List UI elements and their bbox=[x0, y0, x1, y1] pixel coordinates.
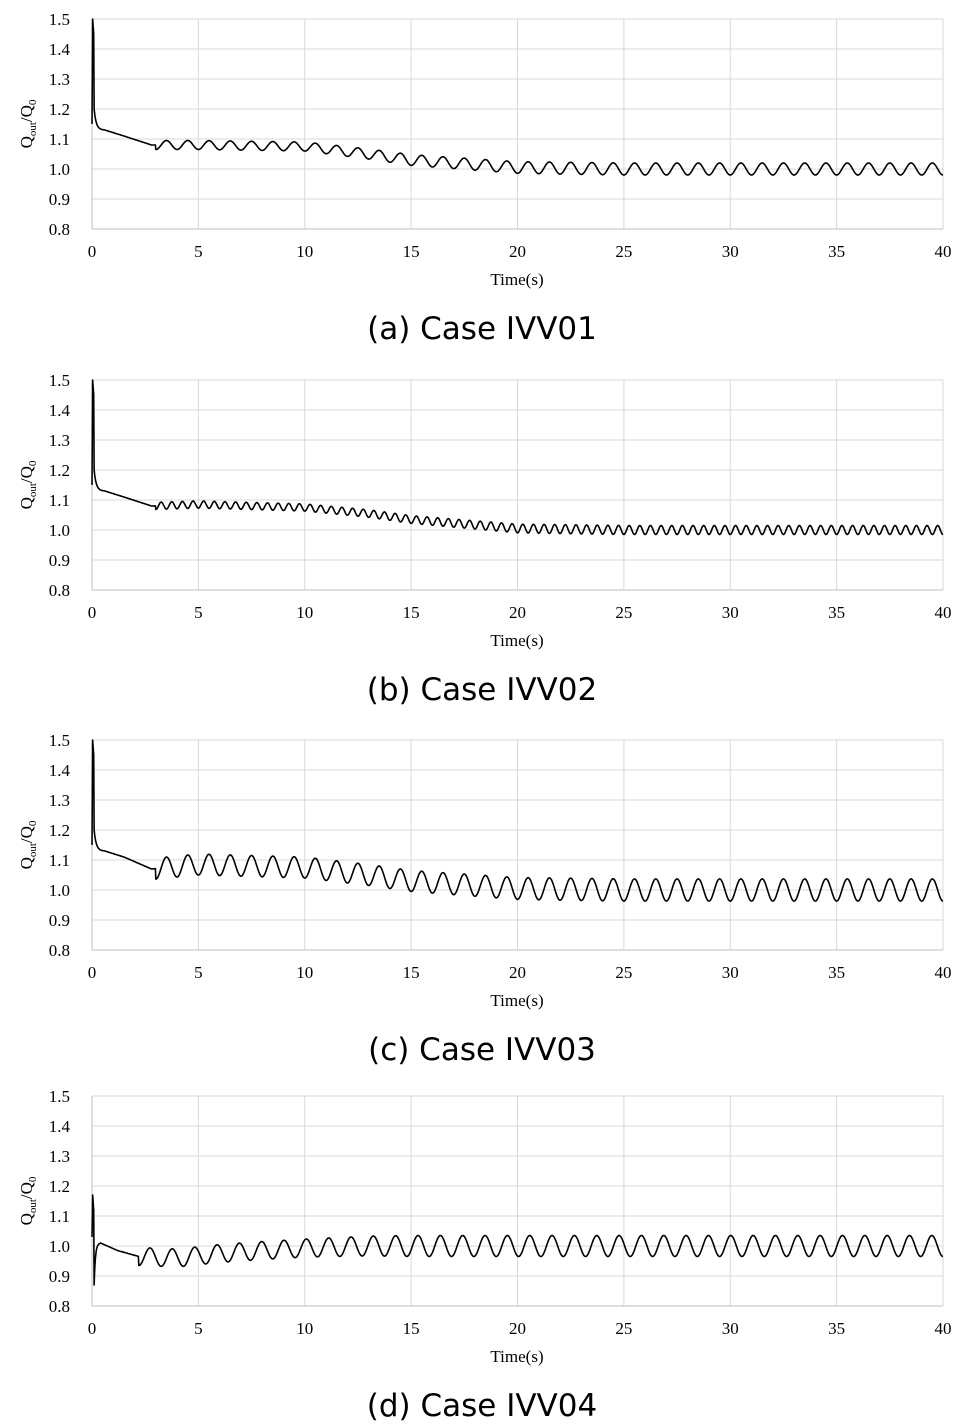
chart-panel: 0.8 0.9 1.0 1.1 1.2 1.3 1.4 1.5 0 5 10 15 20 25 30 35 40… bbox=[17, 731, 952, 1068]
x-tick-label: 30 bbox=[722, 1319, 739, 1338]
x-tick-label: 30 bbox=[722, 242, 739, 261]
y-tick-label: 1.4 bbox=[49, 40, 71, 59]
panel-caption: (a) Case IVV01 bbox=[367, 311, 597, 347]
y-tick-label: 1.1 bbox=[49, 491, 70, 510]
x-tick-label: 20 bbox=[509, 242, 526, 261]
y-tick-label: 1.5 bbox=[49, 731, 70, 750]
y-tick-label: 0.9 bbox=[49, 190, 70, 209]
chart-panel: 0.8 0.9 1.0 1.1 1.2 1.3 1.4 1.5 0 5 10 15 20 25 30 35 40… bbox=[17, 371, 952, 708]
x-tick-label: 0 bbox=[88, 603, 97, 622]
x-tick-label: 0 bbox=[88, 242, 97, 261]
y-tick-label: 0.9 bbox=[49, 911, 70, 930]
x-tick-label: 30 bbox=[722, 963, 739, 982]
x-axis-title: Time(s) bbox=[490, 1347, 543, 1366]
series-line bbox=[91, 739, 944, 902]
y-tick-label: 1.1 bbox=[49, 130, 70, 149]
x-tick-label: 35 bbox=[828, 242, 845, 261]
y-axis-title: Qout/Q0 bbox=[17, 460, 39, 509]
x-tick-label: 10 bbox=[296, 963, 313, 982]
y-tick-label: 1.2 bbox=[49, 821, 70, 840]
x-tick-label: 5 bbox=[194, 1319, 203, 1338]
x-tick-label: 25 bbox=[615, 1319, 632, 1338]
x-tick-label: 10 bbox=[296, 1319, 313, 1338]
x-tick-label: 20 bbox=[509, 603, 526, 622]
y-axis-title: Qout/Q0 bbox=[17, 820, 39, 869]
y-tick-label: 1.3 bbox=[49, 70, 70, 89]
y-tick-label: 1.2 bbox=[49, 461, 70, 480]
y-tick-label: 1.4 bbox=[49, 761, 71, 780]
series-line bbox=[91, 18, 944, 176]
panel-caption: (d) Case IVV04 bbox=[367, 1388, 597, 1424]
y-tick-label: 1.5 bbox=[49, 371, 70, 390]
x-tick-label: 40 bbox=[935, 1319, 952, 1338]
x-tick-label: 0 bbox=[88, 1319, 97, 1338]
x-tick-label: 25 bbox=[615, 963, 632, 982]
series-line bbox=[91, 1194, 944, 1286]
x-tick-label: 35 bbox=[828, 963, 845, 982]
y-tick-label: 1.5 bbox=[49, 1087, 70, 1106]
x-tick-label: 5 bbox=[194, 242, 203, 261]
x-tick-label: 35 bbox=[828, 603, 845, 622]
x-tick-label: 15 bbox=[403, 1319, 420, 1338]
panel-caption: (b) Case IVV02 bbox=[367, 672, 597, 708]
x-tick-label: 5 bbox=[194, 963, 203, 982]
series-line bbox=[91, 379, 944, 536]
x-tick-label: 25 bbox=[615, 603, 632, 622]
x-tick-label: 40 bbox=[935, 603, 952, 622]
x-axis-title: Time(s) bbox=[490, 631, 543, 650]
x-axis-title: Time(s) bbox=[490, 270, 543, 289]
x-axis-title: Time(s) bbox=[490, 991, 543, 1010]
y-tick-label: 1.1 bbox=[49, 1207, 70, 1226]
x-tick-label: 0 bbox=[88, 963, 97, 982]
y-tick-label: 0.9 bbox=[49, 551, 70, 570]
y-tick-label: 1.4 bbox=[49, 1117, 71, 1136]
y-axis-title: Qout/Q0 bbox=[17, 1176, 39, 1225]
x-tick-label: 20 bbox=[509, 1319, 526, 1338]
x-tick-label: 15 bbox=[403, 963, 420, 982]
chart-panel: 0.8 0.9 1.0 1.1 1.2 1.3 1.4 1.5 0 5 10 15 20 25 30 35 40… bbox=[17, 1087, 952, 1424]
y-tick-label: 0.9 bbox=[49, 1267, 70, 1286]
y-tick-label: 0.8 bbox=[49, 941, 70, 960]
x-tick-label: 30 bbox=[722, 603, 739, 622]
x-tick-label: 20 bbox=[509, 963, 526, 982]
y-tick-label: 1.0 bbox=[49, 1237, 70, 1256]
x-tick-label: 35 bbox=[828, 1319, 845, 1338]
panel-caption: (c) Case IVV03 bbox=[368, 1032, 596, 1068]
x-tick-label: 10 bbox=[296, 242, 313, 261]
y-tick-label: 0.8 bbox=[49, 1297, 70, 1316]
x-tick-label: 15 bbox=[403, 603, 420, 622]
x-tick-label: 40 bbox=[935, 963, 952, 982]
x-tick-label: 5 bbox=[194, 603, 203, 622]
y-tick-label: 1.0 bbox=[49, 881, 70, 900]
y-tick-label: 1.3 bbox=[49, 1147, 70, 1166]
y-tick-label: 1.2 bbox=[49, 1177, 70, 1196]
y-tick-label: 1.0 bbox=[49, 160, 70, 179]
x-tick-label: 40 bbox=[935, 242, 952, 261]
x-tick-label: 25 bbox=[615, 242, 632, 261]
y-tick-label: 0.8 bbox=[49, 581, 70, 600]
x-tick-label: 15 bbox=[403, 242, 420, 261]
y-axis-title: Qout/Q0 bbox=[17, 99, 39, 148]
y-tick-label: 1.3 bbox=[49, 791, 70, 810]
y-tick-label: 1.3 bbox=[49, 431, 70, 450]
chart-panel: 0.8 0.9 1.0 1.1 1.2 1.3 1.4 1.5 0 5 10 15 20 25 30 35 40… bbox=[17, 10, 952, 347]
y-tick-label: 1.2 bbox=[49, 100, 70, 119]
y-tick-label: 0.8 bbox=[49, 220, 70, 239]
y-tick-label: 1.0 bbox=[49, 521, 70, 540]
y-tick-label: 1.5 bbox=[49, 10, 70, 29]
x-tick-label: 10 bbox=[296, 603, 313, 622]
y-tick-label: 1.1 bbox=[49, 851, 70, 870]
y-tick-label: 1.4 bbox=[49, 401, 71, 420]
